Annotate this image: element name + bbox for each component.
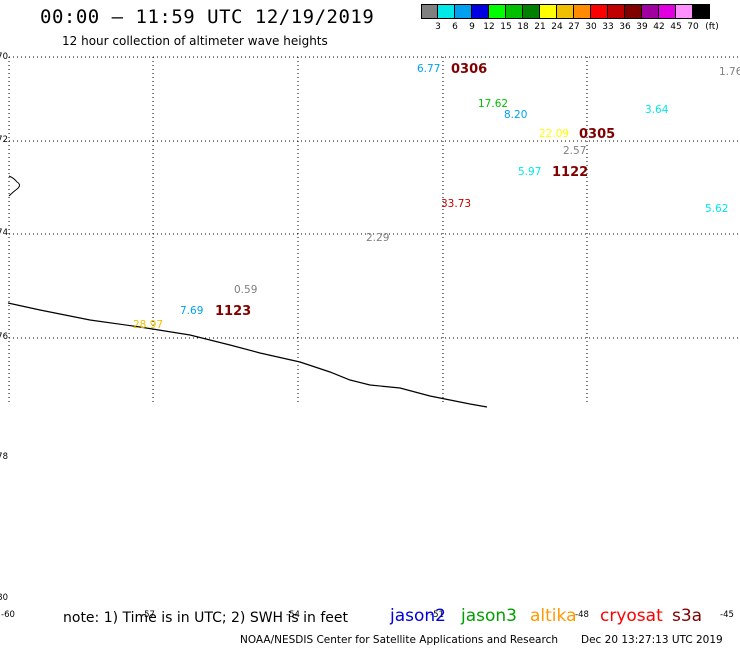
wave-height-point: 5.62 [705, 203, 728, 215]
colorbar-label: 9 [469, 22, 475, 32]
colorbar-label: 3 [435, 22, 441, 32]
wave-height-point: 33.73 [441, 198, 471, 210]
colorbar-swatch [625, 4, 642, 19]
wave-height-point: 22.09 [539, 128, 569, 140]
colorbar-label: 33 [602, 22, 614, 32]
wave-height-point: 8.20 [504, 109, 527, 121]
colorbar-legend: 3 6 9 12 15 18 21 24 27 30 33 36 39 42 45 70 (ft) [421, 4, 737, 34]
colorbar-label: 21 [534, 22, 546, 32]
wave-height-point: 2.29 [366, 232, 389, 244]
colorbar-swatch [506, 4, 523, 19]
colorbar-label: 15 [500, 22, 512, 32]
wave-height-point: 2.57 [563, 145, 586, 157]
colorbar-swatch [455, 4, 472, 19]
colorbar-label: 36 [619, 22, 631, 32]
colorbar-label: 27 [568, 22, 580, 32]
lat-tick-label: -78 [0, 452, 8, 462]
colorbar-label: 30 [585, 22, 597, 32]
lat-tick-label: -74 [0, 228, 8, 238]
colorbar-swatch [591, 4, 608, 19]
lon-tick-label: -60 [1, 610, 15, 620]
colorbar-swatch [676, 4, 693, 19]
page-subtitle: 12 hour collection of altimeter wave hei… [62, 34, 328, 48]
pass-time-label: 0306 [451, 62, 487, 77]
colorbar-swatch [489, 4, 506, 19]
satellite-legend-item: jason3 [461, 606, 517, 626]
colorbar-label: 70 [687, 22, 699, 32]
colorbar-swatch [608, 4, 625, 19]
colorbar-label: 45 [670, 22, 682, 32]
page-title: 00:00 – 11:59 UTC 12/19/2019 [40, 6, 375, 28]
footer-credit: NOAA/NESDIS Center for Satellite Applica… [240, 634, 558, 646]
satellite-legend-item: s3a [672, 606, 703, 626]
wave-height-point: 28.97 [133, 319, 163, 331]
wave-height-point: 6.77 [417, 63, 440, 75]
colorbar-label: 6 [452, 22, 458, 32]
colorbar-label: 42 [653, 22, 665, 32]
colorbar-label: 18 [517, 22, 529, 32]
lat-tick-label: -80 [0, 593, 8, 603]
colorbar-swatch [642, 4, 659, 19]
island-outline [8, 175, 20, 197]
lon-tick-label: -54 [286, 610, 300, 620]
colorbar-label: 24 [551, 22, 563, 32]
gridlines [8, 56, 740, 405]
colorbar-label: 39 [636, 22, 648, 32]
wave-height-point: 3.64 [645, 104, 669, 116]
lat-tick-label: -70 [0, 52, 8, 62]
colorbar-label: 12 [483, 22, 495, 32]
axis-tick-labels: -70 -72 -74 -76 -78 -80 -60 -57 -54 -51 -48 -45 [0, 52, 734, 620]
footer-timestamp: Dec 20 13:27:13 UTC 2019 [581, 634, 723, 646]
lon-tick-label: -48 [575, 610, 589, 620]
pass-time-label: 1123 [215, 304, 251, 319]
lat-tick-label: -76 [0, 332, 8, 342]
wave-height-point: 5.97 [518, 166, 541, 178]
colorbar-label: (ft) [705, 22, 719, 32]
colorbar-swatch [523, 4, 540, 19]
colorbar-swatch [421, 4, 438, 19]
pass-time-label: 0305 [579, 127, 615, 142]
wave-height-labels: 6.77 17.628.20 3.64 1.76 22.09 2.57 5.97 33.73 5… [133, 62, 740, 331]
lat-tick-label: -72 [0, 135, 8, 145]
lon-tick-label: -45 [720, 610, 734, 620]
colorbar-swatch [438, 4, 455, 19]
satellite-legend-item: jason2 [390, 606, 446, 626]
wave-height-point: 0.59 [234, 284, 257, 296]
wave-height-point: 17.62 [478, 98, 508, 110]
pass-time-label: 1122 [552, 165, 588, 180]
units-note: note: 1) Time is in UTC; 2) SWH is in fe… [63, 610, 349, 626]
colorbar-swatch [574, 4, 591, 19]
colorbar-swatch [693, 4, 710, 19]
coastline [7, 175, 488, 408]
satellite-legend-item: altika [530, 606, 577, 626]
colorbar-swatch [659, 4, 676, 19]
colorbar-swatch [540, 4, 557, 19]
wave-height-point: 1.76 [719, 66, 740, 78]
lon-tick-label: -51 [430, 610, 444, 620]
antarctic-coastline [7, 302, 488, 408]
colorbar-swatch [472, 4, 489, 19]
wave-height-point: 7.69 [180, 305, 203, 317]
lon-tick-label: -57 [141, 610, 155, 620]
satellite-legend-item: cryosat [600, 606, 663, 626]
colorbar-swatch [557, 4, 574, 19]
